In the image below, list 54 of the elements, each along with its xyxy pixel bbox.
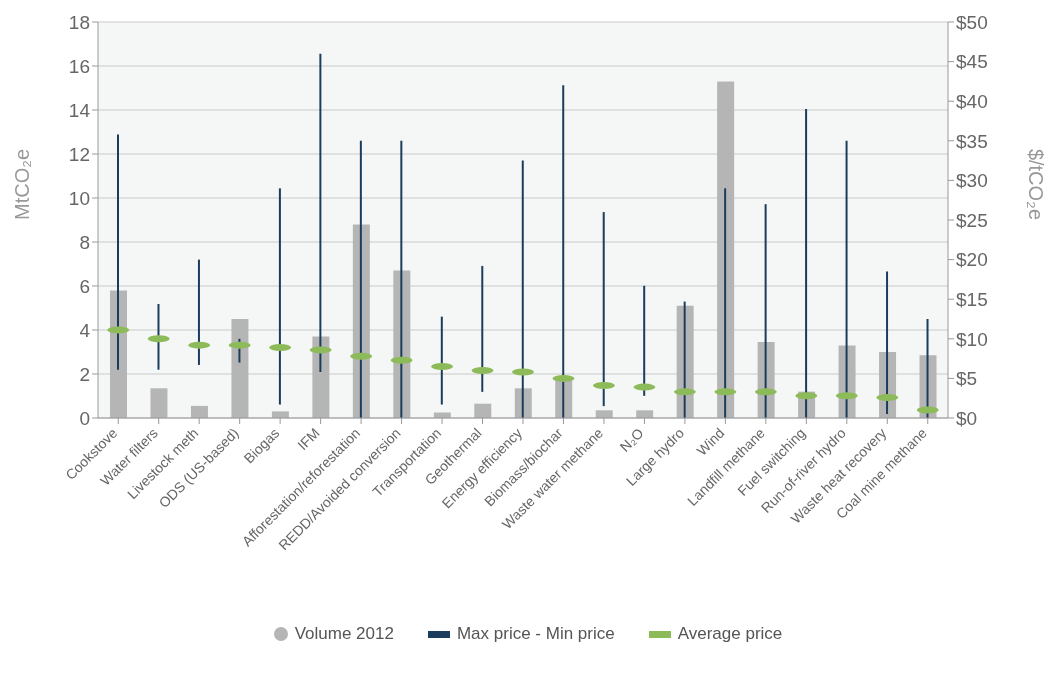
bar bbox=[231, 319, 249, 418]
bar bbox=[117, 134, 119, 370]
y2-tick-label: $40 bbox=[956, 90, 988, 112]
bar bbox=[474, 403, 492, 418]
y-tick-label: 18 bbox=[68, 11, 90, 33]
legend-label: Volume 2012 bbox=[294, 624, 394, 644]
bar bbox=[602, 212, 605, 407]
bar bbox=[521, 160, 524, 418]
bar bbox=[683, 301, 686, 418]
bar bbox=[595, 410, 613, 418]
bar bbox=[636, 410, 654, 418]
bar bbox=[278, 188, 281, 405]
y2-tick-label: $0 bbox=[956, 407, 978, 429]
y-axis-title: MtCO₂e bbox=[11, 148, 34, 220]
y2-tick-label: $15 bbox=[956, 288, 988, 310]
y2-axis-title: $/tCO₂e bbox=[1024, 148, 1047, 220]
bar bbox=[319, 53, 322, 373]
y-tick-label: 0 bbox=[79, 407, 90, 429]
bar bbox=[845, 140, 848, 418]
bar bbox=[481, 265, 484, 392]
y2-tick-label: $5 bbox=[956, 368, 978, 390]
bar bbox=[724, 188, 727, 418]
bar bbox=[926, 319, 929, 418]
y-tick-label: 10 bbox=[68, 187, 90, 209]
y2-tick-label: $20 bbox=[956, 249, 988, 271]
bar bbox=[764, 204, 767, 418]
y-tick-label: 14 bbox=[68, 99, 91, 121]
y-tick-label: 2 bbox=[79, 363, 90, 385]
bar bbox=[197, 259, 200, 365]
bar bbox=[886, 271, 889, 415]
y-tick-label: 16 bbox=[68, 55, 90, 77]
bar bbox=[805, 109, 808, 418]
legend-label: Max price - Min price bbox=[456, 624, 615, 644]
y-tick-label: 4 bbox=[79, 319, 91, 341]
bar bbox=[359, 140, 362, 418]
y2-tick-label: $50 bbox=[956, 11, 988, 33]
y-tick-label: 6 bbox=[79, 275, 90, 297]
bar bbox=[562, 85, 565, 418]
y2-tick-label: $30 bbox=[956, 170, 988, 192]
y2-tick-label: $45 bbox=[956, 51, 988, 73]
bar bbox=[190, 405, 208, 418]
y-tick-label: 12 bbox=[68, 143, 90, 165]
bar bbox=[440, 316, 443, 405]
bar bbox=[643, 285, 646, 396]
x-tick-label: N₂O bbox=[616, 424, 647, 455]
y2-tick-label: $10 bbox=[956, 328, 988, 350]
bar bbox=[400, 140, 403, 418]
y2-tick-label: $25 bbox=[956, 209, 988, 231]
y2-tick-label: $35 bbox=[956, 130, 988, 152]
legend-label: Average price bbox=[677, 624, 783, 644]
y-tick-label: 8 bbox=[79, 231, 90, 253]
bar bbox=[150, 388, 168, 418]
bar bbox=[717, 81, 735, 418]
bar bbox=[271, 411, 289, 418]
